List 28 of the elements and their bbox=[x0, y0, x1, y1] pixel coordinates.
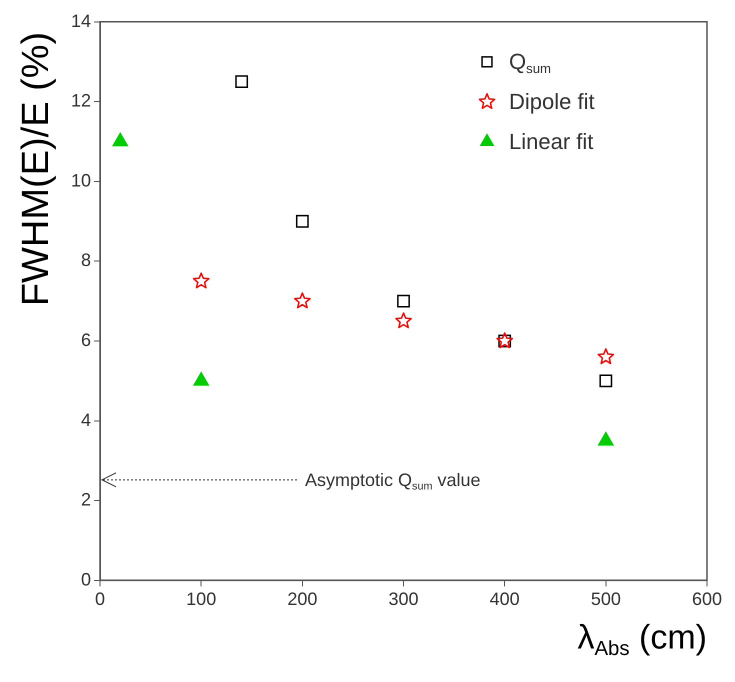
y-tick-label: 14 bbox=[70, 10, 92, 31]
x-tick-label: 100 bbox=[186, 589, 216, 610]
point bbox=[192, 272, 210, 288]
point bbox=[599, 374, 612, 388]
x-tick-label: 600 bbox=[692, 589, 722, 610]
legend-label: Dipole fit bbox=[509, 88, 595, 114]
point bbox=[597, 348, 614, 364]
y-tick-label: 2 bbox=[81, 490, 92, 510]
point bbox=[395, 312, 412, 328]
point bbox=[294, 292, 311, 308]
x-tick-label: 300 bbox=[388, 589, 419, 610]
x-tick-label: 400 bbox=[490, 589, 520, 610]
y-tick-label: 12 bbox=[70, 90, 92, 111]
point bbox=[235, 75, 248, 88]
x-tick-label: 200 bbox=[287, 589, 318, 610]
y-axis-title: FWHM(E)/E (%) bbox=[15, 32, 57, 306]
y-tick-label: 10 bbox=[70, 170, 92, 190]
legend-label: Linear fit bbox=[509, 128, 594, 154]
point bbox=[397, 294, 410, 308]
y-tick-label: 8 bbox=[81, 250, 92, 270]
point bbox=[194, 372, 209, 386]
point bbox=[598, 432, 614, 446]
y-tick-label: 6 bbox=[81, 330, 92, 350]
point bbox=[296, 214, 309, 228]
x-tick-label: 500 bbox=[590, 589, 621, 610]
y-tick-label: 0 bbox=[81, 569, 92, 590]
x-tick-label: 0 bbox=[95, 589, 106, 610]
y-tick-label: 4 bbox=[81, 410, 92, 430]
